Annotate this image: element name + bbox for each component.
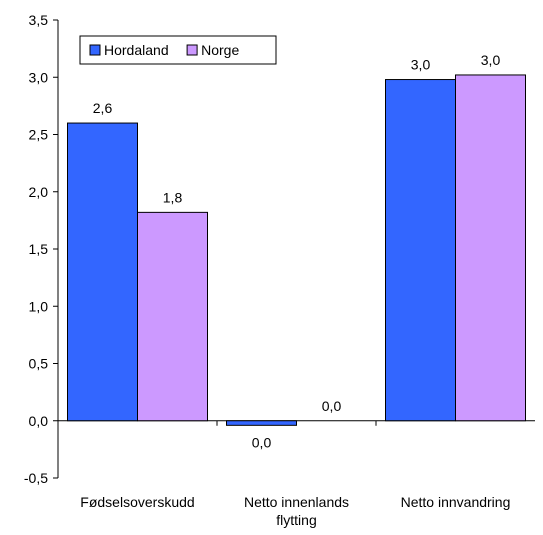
bar-hordaland bbox=[67, 122, 138, 422]
x-tick-label-line: flytting bbox=[276, 512, 316, 528]
legend-swatch-hordaland bbox=[89, 44, 101, 56]
y-tick-label: 1,5 bbox=[29, 241, 49, 257]
legend-label: Norge bbox=[201, 42, 239, 58]
bar-norge bbox=[137, 211, 208, 422]
x-tick-label-line: Fødselsoverskudd bbox=[80, 494, 194, 510]
data-label: 1,8 bbox=[163, 189, 183, 205]
legend: Hordaland Norge bbox=[79, 35, 277, 65]
legend-box bbox=[79, 35, 277, 65]
bars bbox=[67, 74, 526, 426]
bar-hordaland bbox=[226, 420, 297, 426]
y-tick-label: 2,5 bbox=[29, 127, 49, 143]
y-tick-label: 0,5 bbox=[29, 356, 49, 372]
x-tick-label: Netto innvandring bbox=[401, 494, 511, 510]
x-tick-label: Netto innenlands flytting bbox=[244, 494, 349, 528]
data-label: 3,0 bbox=[481, 52, 501, 68]
bar-norge bbox=[455, 74, 526, 422]
legend-label: Hordaland bbox=[104, 42, 169, 58]
x-tick-label-line: Netto innvandring bbox=[401, 494, 511, 510]
y-tick-label: 1,0 bbox=[29, 298, 49, 314]
x-tick-label-line: Netto innenlands bbox=[244, 494, 349, 510]
data-label: 2,6 bbox=[93, 100, 113, 116]
y-tick-label: -0,5 bbox=[24, 470, 48, 486]
y-tick-label: 0,0 bbox=[29, 413, 49, 429]
data-label: 0,0 bbox=[322, 398, 342, 414]
legend-swatch-norge bbox=[186, 44, 198, 56]
bar-hordaland bbox=[385, 79, 456, 422]
y-tick-label: 2,0 bbox=[29, 184, 49, 200]
y-tick-label: 3,5 bbox=[29, 12, 49, 28]
axes: -0,5 0,0 0,5 1,0 1,5 2,0 2,5 3,0 3,5 Fødselsovers… bbox=[24, 12, 535, 528]
y-tick-label: 3,0 bbox=[29, 69, 49, 85]
x-tick-label: Fødselsoverskudd bbox=[80, 494, 194, 510]
data-label: 0,0 bbox=[252, 434, 272, 450]
data-labels: 2,6 1,8 0,0 0,0 3,0 3,0 bbox=[93, 52, 501, 450]
data-label: 3,0 bbox=[411, 57, 431, 73]
